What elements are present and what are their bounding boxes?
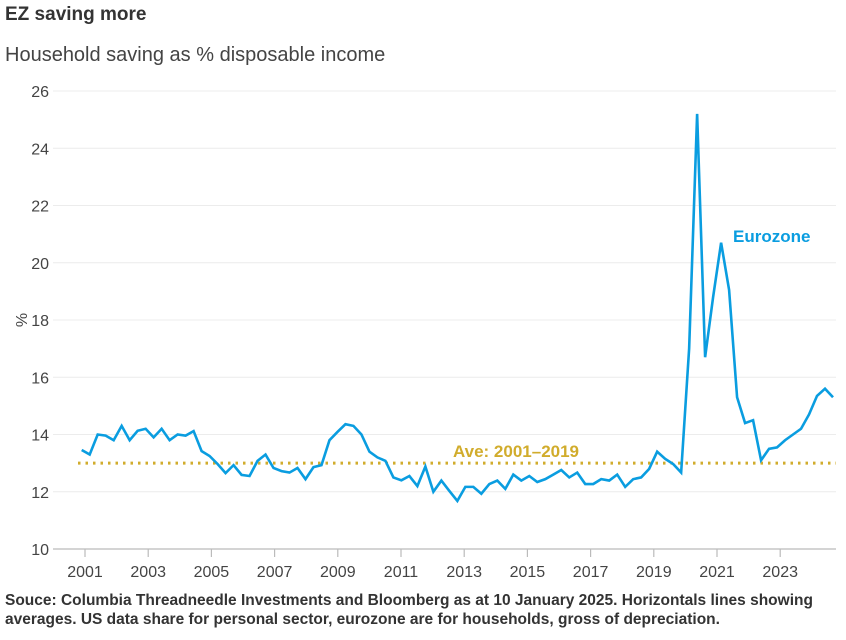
x-tick-label: 2003 bbox=[130, 564, 166, 581]
y-axis-ticks: 10 12 14 16 18 20 22 24 26 bbox=[31, 84, 49, 559]
y-tick-label: 22 bbox=[31, 199, 49, 216]
series-label-eurozone: Eurozone bbox=[733, 227, 810, 246]
y-tick-label: 12 bbox=[31, 485, 49, 502]
gridlines bbox=[53, 90, 836, 493]
x-tick-label: 2015 bbox=[510, 564, 546, 581]
source-note: Souce: Columbia Threadneedle Investments… bbox=[5, 592, 813, 628]
x-tick-label: 2019 bbox=[636, 564, 672, 581]
x-axis: 2001 2003 2005 2007 2009 2011 2013 2015 2017 2019… bbox=[53, 548, 836, 581]
y-axis-label: % bbox=[14, 313, 31, 327]
x-tick-label: 2021 bbox=[699, 564, 735, 581]
x-tick-label: 2005 bbox=[194, 564, 230, 581]
x-tick-label: 2007 bbox=[257, 564, 293, 581]
x-tick-label: 2013 bbox=[446, 564, 482, 581]
y-tick-label: 16 bbox=[31, 370, 49, 387]
x-tick-label: 2009 bbox=[320, 564, 356, 581]
x-tick-label: 2023 bbox=[762, 564, 798, 581]
chart-subtitle: Household saving as % disposable income bbox=[5, 44, 386, 66]
x-tick-label: 2001 bbox=[67, 564, 103, 581]
x-tick-label: 2017 bbox=[573, 564, 609, 581]
x-tick-label: 2011 bbox=[384, 564, 419, 581]
chart-title: EZ saving more bbox=[5, 4, 147, 25]
y-tick-label: 26 bbox=[31, 84, 49, 101]
y-tick-label: 18 bbox=[31, 313, 49, 330]
series-eurozone bbox=[81, 113, 834, 504]
y-tick-label: 14 bbox=[31, 428, 49, 445]
y-tick-label: 24 bbox=[31, 141, 49, 158]
y-tick-label: 10 bbox=[31, 542, 49, 559]
average-line-label: Ave: 2001–2019 bbox=[453, 442, 579, 461]
y-tick-label: 20 bbox=[31, 256, 49, 273]
